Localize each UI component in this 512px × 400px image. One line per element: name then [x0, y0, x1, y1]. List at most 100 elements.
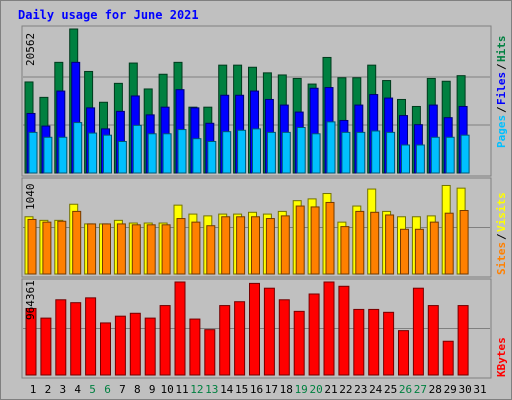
- bar-sites-day-21: [325, 201, 335, 275]
- bar-sites-day-24: [370, 211, 380, 275]
- bar-kbytes-day-27: [412, 287, 424, 376]
- bar-pages-day-30: [460, 134, 470, 174]
- x-tick-label: 24: [369, 383, 383, 396]
- x-tick-label: 3: [59, 383, 66, 396]
- bar-sites-day-4: [72, 210, 82, 275]
- bar-pages-day-10: [162, 133, 172, 174]
- bar-pages-day-28: [430, 136, 440, 174]
- bar-pages-day-15: [237, 129, 247, 174]
- bar-sites-day-20: [310, 206, 320, 275]
- bar-kbytes-day-24: [368, 308, 380, 376]
- bar-sites-day-18: [280, 215, 290, 275]
- bar-kbytes-day-12: [189, 318, 201, 376]
- panel-hits-files-pages: 20562 Pages / Files / Hits: [21, 25, 508, 177]
- bar-pages-day-7: [117, 140, 127, 174]
- bar-kbytes-day-3: [55, 299, 67, 376]
- bar-sites-day-11: [176, 218, 186, 275]
- bar-pages-day-20: [311, 133, 321, 174]
- bar-sites-day-13: [206, 225, 216, 275]
- x-tick-label: 21: [324, 383, 337, 396]
- bar-kbytes-day-6: [100, 322, 111, 376]
- bar-pages-day-17: [266, 131, 276, 174]
- bar-sites-day-6: [102, 223, 111, 275]
- x-tick-label: 1: [30, 383, 37, 396]
- bar-sites-day-27: [414, 228, 424, 275]
- bar-sites-day-5: [87, 223, 97, 275]
- bar-kbytes-day-8: [129, 312, 141, 376]
- bar-pages-day-16: [252, 128, 261, 174]
- x-tick-label: 19: [295, 383, 308, 396]
- x-tick-label: 17: [265, 383, 278, 396]
- x-tick-label: 27: [414, 383, 427, 396]
- x-tick-label: 9: [149, 383, 156, 396]
- bar-pages-day-22: [341, 131, 351, 174]
- bar-pages-day-24: [371, 130, 381, 174]
- bar-pages-day-29: [445, 136, 455, 174]
- bar-kbytes-day-13: [204, 329, 216, 376]
- bar-kbytes-day-1: [25, 307, 37, 376]
- legend-visits-sites: Sites / Visits: [495, 192, 508, 275]
- bar-sites-day-1: [27, 218, 37, 275]
- bar-sites-day-7: [116, 223, 126, 275]
- bar-pages-day-18: [281, 131, 291, 174]
- bar-pages-day-21: [326, 121, 336, 174]
- ymax-label-bot: 964361: [24, 280, 37, 320]
- x-tick-label: 23: [354, 383, 367, 396]
- bar-sites-day-16: [251, 216, 260, 275]
- x-tick-label: 15: [235, 383, 248, 396]
- ymax-label-mid: 1040: [24, 184, 37, 211]
- x-tick-label: 8: [134, 383, 141, 396]
- bar-sites-day-23: [355, 210, 365, 275]
- bar-kbytes-day-18: [278, 299, 290, 376]
- bar-sites-day-2: [42, 221, 52, 275]
- bar-kbytes-day-14: [219, 305, 231, 376]
- bars-visits-sites: [23, 184, 490, 275]
- x-tick-label: 4: [74, 383, 81, 396]
- bar-sites-day-10: [161, 224, 171, 275]
- legend-kbytes-label: KBytes: [495, 337, 508, 377]
- bar-sites-day-17: [265, 218, 275, 275]
- bar-kbytes-day-15: [234, 301, 246, 376]
- bar-sites-day-12: [191, 221, 201, 275]
- bar-pages-day-13: [207, 140, 217, 174]
- x-tick-label: 5: [89, 383, 96, 396]
- legend-kbytes: KBytes: [495, 337, 508, 377]
- bar-kbytes-day-30: [457, 305, 469, 376]
- bar-kbytes-day-20: [308, 293, 320, 376]
- bar-sites-day-26: [400, 228, 409, 275]
- bar-kbytes-day-5: [85, 297, 97, 376]
- bar-sites-day-19: [295, 205, 305, 275]
- bar-kbytes-day-17: [263, 287, 275, 376]
- bar-sites-day-15: [236, 216, 246, 275]
- bars-kbytes: [23, 281, 490, 376]
- bar-kbytes-day-28: [427, 305, 439, 376]
- x-tick-label: 11: [175, 383, 188, 396]
- bar-pages-day-26: [401, 144, 410, 174]
- panel-visits-sites: 1040 Sites / Visits: [21, 177, 508, 278]
- x-tick-label: 12: [190, 383, 203, 396]
- bar-pages-day-19: [296, 126, 306, 174]
- x-tick-label: 26: [399, 383, 412, 396]
- bar-kbytes-day-29: [442, 340, 454, 376]
- bar-kbytes-day-19: [293, 310, 305, 376]
- x-tick-label: 10: [160, 383, 173, 396]
- bar-pages-day-23: [356, 131, 366, 174]
- bar-sites-day-29: [444, 212, 454, 275]
- x-tick-label: 28: [429, 383, 442, 396]
- panel-kbytes: 964361 KBytes: [21, 278, 508, 379]
- legend-hits-files-pages: Pages / Files / Hits: [495, 36, 508, 149]
- bar-pages-day-3: [58, 136, 68, 174]
- x-tick-label: 2: [45, 383, 52, 396]
- bar-kbytes-day-11: [174, 281, 186, 376]
- legend-hits: Hits: [495, 36, 508, 63]
- bar-kbytes-day-22: [338, 285, 350, 376]
- bar-pages-day-8: [132, 124, 142, 174]
- bar-sites-day-8: [131, 224, 141, 275]
- legend-visits: Visits: [495, 192, 508, 232]
- bar-kbytes-day-26: [398, 330, 409, 376]
- bar-kbytes-day-25: [383, 311, 395, 376]
- bar-kbytes-day-23: [353, 308, 365, 376]
- legend-sep-3: /: [495, 233, 508, 240]
- bar-sites-day-25: [385, 214, 395, 275]
- bar-sites-day-14: [221, 216, 231, 275]
